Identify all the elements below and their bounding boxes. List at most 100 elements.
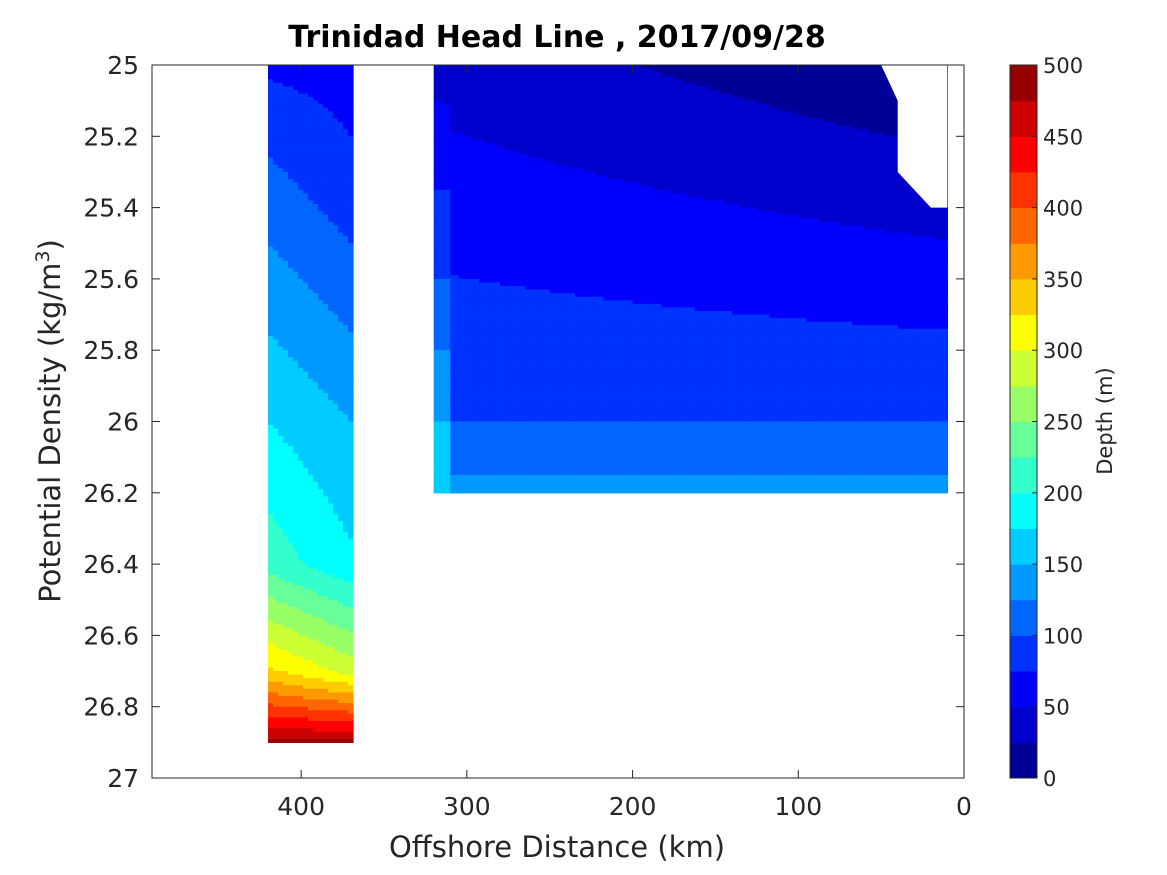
contour-cell bbox=[278, 104, 284, 109]
contour-cell bbox=[298, 414, 304, 419]
contour-cell bbox=[338, 560, 344, 565]
contour-cell bbox=[303, 232, 309, 237]
contour-cell bbox=[273, 228, 279, 234]
contour-cell bbox=[338, 211, 344, 216]
contour-cell bbox=[283, 560, 289, 565]
contour-cell bbox=[323, 93, 329, 98]
contour-cell bbox=[487, 450, 493, 455]
contour-cell bbox=[446, 346, 451, 351]
contour-cell bbox=[475, 282, 480, 287]
contour-cell bbox=[318, 75, 324, 80]
contour-cell bbox=[303, 332, 309, 337]
contour-cell bbox=[313, 499, 319, 505]
contour-cell bbox=[303, 314, 309, 319]
contour-cell bbox=[268, 663, 274, 669]
contour-cell bbox=[446, 296, 451, 301]
contour-cell bbox=[298, 699, 304, 704]
contour-cell bbox=[313, 200, 319, 205]
contour-cell bbox=[343, 471, 349, 476]
contour-cell bbox=[293, 560, 299, 565]
contour-cell bbox=[450, 403, 456, 408]
contour-cell bbox=[454, 161, 460, 166]
contour-cell bbox=[338, 403, 344, 408]
contour-cell bbox=[308, 667, 314, 672]
contour-cell bbox=[475, 264, 480, 269]
contour-cell bbox=[268, 621, 274, 626]
contour-cell bbox=[333, 510, 339, 515]
contour-cell bbox=[338, 364, 344, 369]
contour-cell bbox=[318, 514, 324, 519]
contour-cell bbox=[442, 72, 447, 77]
contour-cell bbox=[283, 385, 289, 391]
contour-cell bbox=[293, 164, 299, 169]
contour-cell bbox=[328, 631, 334, 637]
contour-cell bbox=[288, 271, 294, 276]
contour-cell bbox=[437, 368, 443, 373]
contour-cell bbox=[278, 503, 284, 508]
contour-cell bbox=[450, 375, 456, 380]
contour-cell bbox=[446, 114, 451, 120]
contour-cell bbox=[462, 307, 468, 312]
contour-cell bbox=[343, 446, 349, 451]
contour-cell bbox=[308, 175, 314, 180]
contour-cell bbox=[293, 232, 299, 237]
contour-cell bbox=[466, 467, 472, 473]
contour-cell bbox=[293, 428, 299, 433]
contour-cell bbox=[348, 717, 354, 722]
contour-cell bbox=[303, 204, 309, 209]
contour-cell bbox=[333, 79, 339, 84]
contour-cell bbox=[462, 425, 468, 430]
contour-cell bbox=[328, 93, 334, 98]
contour-cell bbox=[318, 467, 324, 473]
contour-cell bbox=[454, 375, 460, 380]
contour-cell bbox=[466, 474, 472, 480]
contour-cell bbox=[308, 457, 314, 462]
contour-cell bbox=[313, 706, 319, 711]
contour-cell bbox=[308, 332, 314, 337]
contour-cell bbox=[278, 446, 284, 451]
contour-cell bbox=[323, 524, 329, 530]
contour-cell bbox=[298, 378, 304, 383]
contour-cell bbox=[298, 196, 304, 202]
contour-cell bbox=[487, 264, 493, 269]
contour-cell bbox=[288, 89, 294, 95]
contour-cell bbox=[308, 207, 314, 212]
contour-cell bbox=[328, 713, 334, 718]
contour-cell bbox=[318, 482, 324, 487]
contour-cell bbox=[471, 221, 476, 227]
contour-cell bbox=[308, 435, 314, 440]
contour-cell bbox=[466, 371, 472, 376]
contour-cell bbox=[323, 457, 329, 462]
contour-cell bbox=[491, 182, 497, 187]
contour-cell bbox=[471, 193, 476, 198]
contour-cell bbox=[454, 425, 460, 430]
contour-cell bbox=[303, 567, 309, 572]
contour-cell bbox=[491, 107, 497, 112]
contour-cell bbox=[491, 164, 497, 169]
contour-cell bbox=[278, 389, 284, 394]
contour-cell bbox=[308, 168, 314, 173]
contour-cell bbox=[343, 450, 349, 455]
contour-cell bbox=[458, 161, 464, 166]
contour-cell bbox=[288, 161, 294, 166]
contour-cell bbox=[442, 253, 447, 259]
contour-cell bbox=[348, 410, 354, 415]
contour-cell bbox=[433, 421, 439, 426]
contour-cell bbox=[450, 368, 456, 373]
contour-cell bbox=[483, 375, 489, 380]
contour-cell bbox=[318, 556, 324, 562]
contour-cell bbox=[328, 286, 334, 291]
contour-cell bbox=[278, 353, 284, 358]
contour-cell bbox=[278, 286, 284, 291]
contour-cell bbox=[442, 375, 447, 380]
contour-cell bbox=[273, 678, 279, 683]
contour-cell bbox=[437, 89, 443, 95]
contour-cell bbox=[343, 147, 349, 152]
contour-cell bbox=[293, 207, 299, 212]
contour-cell bbox=[303, 228, 309, 234]
contour-cell bbox=[471, 93, 476, 98]
contour-cell bbox=[288, 193, 294, 198]
contour-cell bbox=[328, 389, 334, 394]
contour-cell bbox=[308, 250, 314, 255]
contour-cell bbox=[283, 578, 289, 583]
